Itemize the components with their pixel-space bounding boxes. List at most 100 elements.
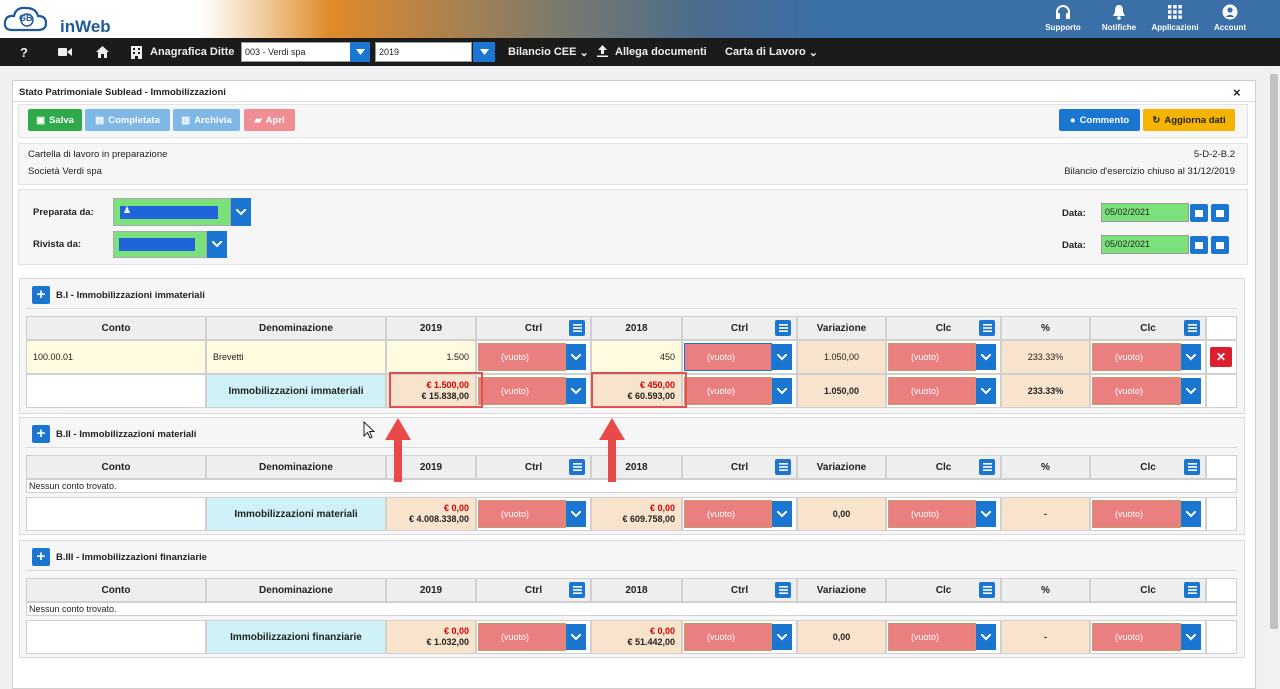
list-menu-icon[interactable]: [979, 459, 995, 475]
company-select-chevron-icon[interactable]: [350, 42, 370, 62]
company-select[interactable]: 003 - Verdi spa: [241, 42, 351, 62]
total-empty-cell: [26, 497, 206, 531]
save-button[interactable]: ▣ Salva: [28, 109, 82, 131]
data-rivista-input[interactable]: 05/02/2021: [1101, 235, 1189, 254]
nav-bar: ? Anagrafica Ditte 003 - Verdi spa 2019 …: [0, 38, 1280, 66]
expand-plus-icon[interactable]: +: [32, 425, 50, 443]
highlight-box: [389, 372, 483, 408]
archivia-button[interactable]: ▥ Archivia: [173, 109, 240, 131]
preparata-select[interactable]: ♟: [113, 198, 231, 226]
notifications-label: Notifiche: [1101, 23, 1137, 32]
scrollbar[interactable]: [1268, 66, 1280, 689]
status-text: Cartella di lavoro in preparazione: [28, 149, 168, 160]
ctrl-select-2019[interactable]: (vuoto): [478, 343, 566, 371]
total-2018: € 0,00 € 51.442,00: [591, 620, 682, 654]
ctrl-select-2018[interactable]: (vuoto): [684, 343, 772, 371]
list-menu-icon[interactable]: [979, 582, 995, 598]
list-menu-icon[interactable]: [1184, 582, 1200, 598]
chevron-down-icon[interactable]: [566, 378, 586, 404]
data-preparata-input[interactable]: 05/02/2021: [1101, 203, 1189, 222]
chevron-down-icon[interactable]: [1181, 344, 1201, 370]
chevron-down-icon[interactable]: [1181, 378, 1201, 404]
chevron-down-icon[interactable]: [976, 378, 996, 404]
ctrl-select-total-2019[interactable]: (vuoto): [478, 500, 566, 528]
clc-select-pct[interactable]: (vuoto): [1092, 343, 1181, 371]
support-button[interactable]: Supporto: [1033, 2, 1093, 36]
apri-button[interactable]: ▰ Apri: [244, 109, 295, 131]
applications-button[interactable]: Applicazioni: [1145, 2, 1205, 36]
list-menu-icon[interactable]: [775, 582, 791, 598]
ctrl-select-total-2018[interactable]: (vuoto): [684, 623, 772, 651]
archivia-label: Archivia: [194, 114, 232, 126]
calendar-icon[interactable]: [1190, 236, 1208, 254]
list-menu-icon[interactable]: [569, 582, 585, 598]
clc-select-total-pct[interactable]: (vuoto): [1092, 500, 1181, 528]
total-pct: -: [1001, 497, 1090, 531]
archive-icon: ▥: [181, 114, 191, 126]
year-select-chevron-icon[interactable]: [473, 42, 495, 62]
calendar-icon[interactable]: [1211, 236, 1229, 254]
ctrl-select-total-2018[interactable]: (vuoto): [684, 377, 772, 405]
total-2019-current: € 1.500,00: [426, 380, 469, 390]
chevron-down-icon[interactable]: [1181, 501, 1201, 527]
chevron-down-icon[interactable]: [976, 501, 996, 527]
column-header-pct: %: [1001, 578, 1090, 602]
rivista-select[interactable]: [113, 231, 207, 258]
actions-cell: [1206, 620, 1237, 654]
scrollbar-thumb[interactable]: [1270, 74, 1278, 629]
delete-row-icon[interactable]: ✕: [1210, 347, 1232, 367]
list-menu-icon[interactable]: [1184, 320, 1200, 336]
help-button[interactable]: ?: [20, 44, 28, 60]
clc-select-total-pct[interactable]: (vuoto): [1092, 377, 1181, 405]
chevron-down-icon[interactable]: [976, 344, 996, 370]
main-panel: Stato Patrimoniale Sublead - Immobilizza…: [12, 80, 1256, 689]
clc-select-total-variazione[interactable]: (vuoto): [888, 623, 976, 651]
chevron-down-icon[interactable]: [566, 344, 586, 370]
list-menu-icon[interactable]: [569, 320, 585, 336]
expand-plus-icon[interactable]: +: [32, 548, 50, 566]
data-label: Data:: [1062, 240, 1086, 251]
account-button[interactable]: Account: [1200, 2, 1260, 36]
column-header-variazione: Variazione: [797, 578, 886, 602]
list-menu-icon[interactable]: [569, 459, 585, 475]
home-icon[interactable]: [96, 38, 109, 66]
video-icon[interactable]: [58, 38, 72, 66]
total-2018: € 0,00 € 609.758,00: [591, 497, 682, 531]
chevron-down-icon[interactable]: [976, 624, 996, 650]
list-menu-icon[interactable]: [1184, 459, 1200, 475]
list-menu-icon[interactable]: [979, 320, 995, 336]
calendar-icon[interactable]: [1190, 204, 1208, 222]
notifications-button[interactable]: Notifiche: [1089, 2, 1149, 36]
allega-button[interactable]: Allega documenti: [597, 38, 707, 66]
year-select[interactable]: 2019: [375, 42, 472, 62]
preparata-chevron-icon[interactable]: [231, 198, 251, 226]
rivista-chevron-icon[interactable]: [207, 231, 227, 258]
clc-select-total-variazione[interactable]: (vuoto): [888, 377, 976, 405]
brand-logo[interactable]: [2, 2, 117, 36]
clc-select-variazione[interactable]: (vuoto): [888, 343, 976, 371]
chevron-down-icon[interactable]: [772, 344, 792, 370]
bilancio-menu[interactable]: Bilancio CEE ⌄: [508, 38, 589, 66]
aggiorna-button[interactable]: ↻ Aggiorna dati: [1143, 109, 1235, 131]
chevron-down-icon[interactable]: [566, 501, 586, 527]
ctrl-select-total-2019[interactable]: (vuoto): [478, 377, 566, 405]
arrow-up-icon: [383, 416, 413, 487]
ctrl-select-total-2019[interactable]: (vuoto): [478, 623, 566, 651]
clc-select-total-pct[interactable]: (vuoto): [1092, 623, 1181, 651]
completata-button[interactable]: ▤ Completata: [85, 109, 170, 131]
ctrl-select-total-2018[interactable]: (vuoto): [684, 500, 772, 528]
carta-menu[interactable]: Carta di Lavoro ⌄: [725, 38, 818, 66]
chevron-down-icon[interactable]: [772, 624, 792, 650]
close-icon[interactable]: ×: [1233, 85, 1241, 100]
clc-select-total-variazione[interactable]: (vuoto): [888, 500, 976, 528]
bell-icon: [1089, 2, 1149, 22]
list-menu-icon[interactable]: [775, 459, 791, 475]
chevron-down-icon[interactable]: [566, 624, 586, 650]
list-menu-icon[interactable]: [775, 320, 791, 336]
chevron-down-icon[interactable]: [772, 378, 792, 404]
expand-plus-icon[interactable]: +: [32, 286, 50, 304]
commento-button[interactable]: ● Commento: [1059, 109, 1140, 131]
chevron-down-icon[interactable]: [1181, 624, 1201, 650]
calendar-icon[interactable]: [1211, 204, 1229, 222]
chevron-down-icon[interactable]: [772, 501, 792, 527]
